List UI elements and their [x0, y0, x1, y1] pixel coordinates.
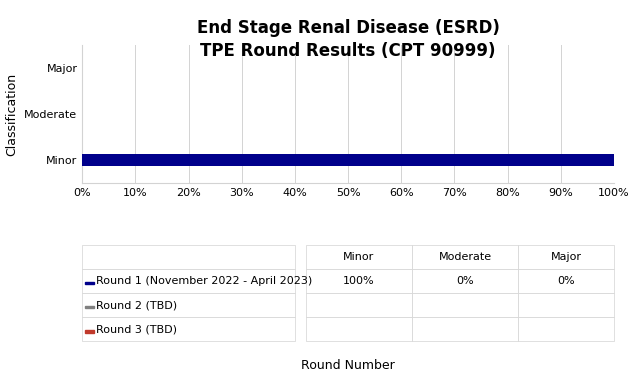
- FancyBboxPatch shape: [518, 317, 614, 341]
- Text: Round 2 (TBD): Round 2 (TBD): [96, 300, 177, 310]
- Text: Round Number: Round Number: [301, 359, 395, 372]
- FancyBboxPatch shape: [82, 269, 295, 293]
- Text: Moderate: Moderate: [439, 252, 492, 262]
- Text: Minor: Minor: [343, 252, 374, 262]
- FancyBboxPatch shape: [306, 269, 412, 293]
- FancyBboxPatch shape: [412, 293, 518, 317]
- FancyBboxPatch shape: [82, 317, 295, 341]
- Bar: [85, 282, 94, 284]
- Bar: [85, 330, 94, 333]
- FancyBboxPatch shape: [518, 293, 614, 317]
- Y-axis label: Classification: Classification: [6, 73, 19, 156]
- Text: End Stage Renal Disease (ESRD)
TPE Round Results (CPT 90999): End Stage Renal Disease (ESRD) TPE Round…: [197, 19, 499, 61]
- Text: 0%: 0%: [456, 276, 474, 286]
- Text: 100%: 100%: [343, 276, 375, 286]
- Bar: [85, 306, 94, 308]
- FancyBboxPatch shape: [306, 293, 412, 317]
- FancyBboxPatch shape: [306, 317, 412, 341]
- Text: Round 3 (TBD): Round 3 (TBD): [96, 324, 177, 334]
- Text: Major: Major: [551, 252, 582, 262]
- FancyBboxPatch shape: [518, 269, 614, 293]
- FancyBboxPatch shape: [82, 293, 295, 317]
- FancyBboxPatch shape: [306, 245, 412, 269]
- Bar: [82, 154, 614, 166]
- Text: 0%: 0%: [557, 276, 575, 286]
- FancyBboxPatch shape: [518, 245, 614, 269]
- FancyBboxPatch shape: [412, 269, 518, 293]
- FancyBboxPatch shape: [412, 245, 518, 269]
- Text: Round 1 (November 2022 - April 2023): Round 1 (November 2022 - April 2023): [96, 276, 312, 286]
- FancyBboxPatch shape: [412, 317, 518, 341]
- FancyBboxPatch shape: [82, 245, 295, 269]
